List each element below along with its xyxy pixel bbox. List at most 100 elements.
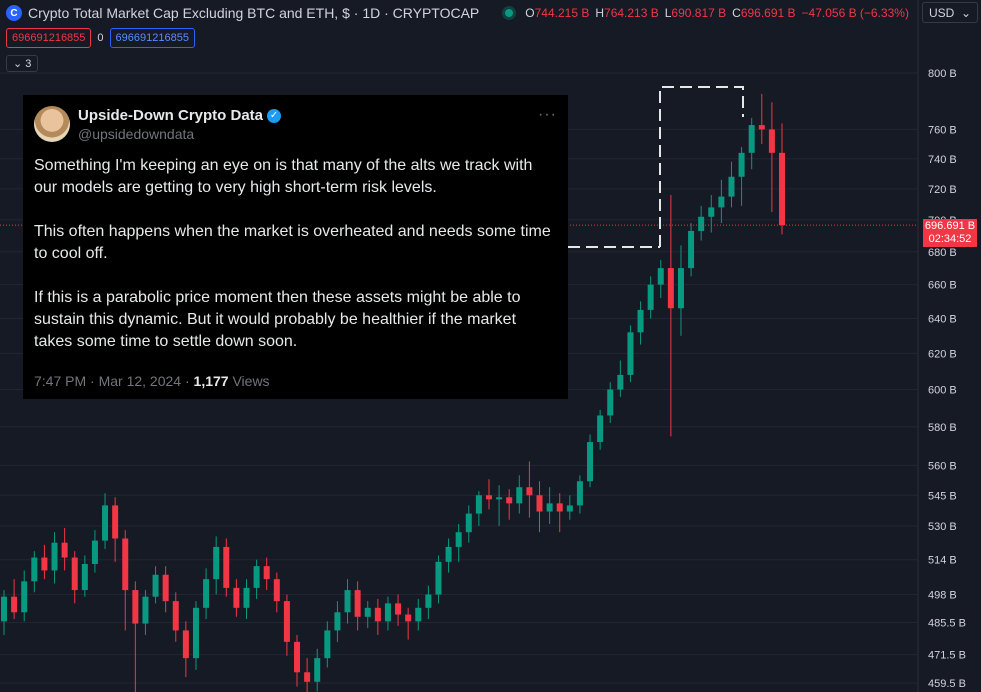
y-tick-label: 740 B bbox=[928, 154, 957, 166]
candle-body bbox=[566, 505, 573, 512]
chevron-down-icon: ⌄ bbox=[13, 58, 23, 70]
candle-body bbox=[273, 579, 280, 602]
candle-body bbox=[536, 495, 543, 512]
candle-body bbox=[31, 557, 38, 582]
candle-body bbox=[283, 601, 290, 642]
tweet-paragraph: This often happens when the market is ov… bbox=[34, 223, 551, 262]
candle-body bbox=[344, 590, 351, 613]
candle-body bbox=[677, 268, 684, 309]
avatar[interactable] bbox=[34, 106, 70, 142]
candle-body bbox=[425, 594, 432, 608]
candle-body bbox=[132, 590, 139, 624]
candle-body bbox=[435, 561, 442, 595]
ohlc-key: C bbox=[732, 6, 741, 20]
tweet-paragraph: Something I'm keeping an eye on is that … bbox=[34, 157, 533, 196]
candle-body bbox=[11, 596, 18, 613]
candle-body bbox=[637, 309, 644, 333]
candle-body bbox=[364, 607, 371, 617]
candle-body bbox=[81, 563, 88, 591]
candle-body bbox=[162, 574, 169, 602]
symbol-title[interactable]: Crypto Total Market Cap Excluding BTC an… bbox=[28, 5, 480, 21]
candle-body bbox=[354, 590, 361, 617]
candle-body bbox=[384, 603, 391, 622]
candle-body bbox=[51, 542, 58, 571]
tweet-timestamp[interactable]: 7:47 PM · Mar 12, 2024 · bbox=[34, 373, 194, 389]
tweet-paragraph: If this is a parabolic price moment then… bbox=[34, 289, 521, 350]
y-tick-label: 600 B bbox=[928, 384, 957, 396]
tweet-card[interactable]: Upside-Down Crypto Data ✓ @upsidedowndat… bbox=[23, 95, 568, 399]
candle-body bbox=[779, 152, 785, 226]
indicator-values: 696691216855 0 696691216855 bbox=[6, 28, 195, 48]
y-tick-label: 471.5 B bbox=[928, 650, 966, 662]
ohlc-key: L bbox=[664, 6, 672, 20]
candle-body bbox=[324, 630, 331, 659]
candle-body bbox=[556, 503, 563, 512]
candle-body bbox=[718, 196, 725, 208]
indicator-value-red: 696691216855 bbox=[6, 28, 92, 48]
y-tick-label: 620 B bbox=[928, 348, 957, 360]
market-open-dot-icon bbox=[505, 9, 514, 17]
candle-body bbox=[708, 207, 715, 217]
y-tick-label: 530 B bbox=[928, 521, 957, 533]
candle-body bbox=[334, 612, 341, 631]
more-options-icon[interactable]: ··· bbox=[538, 106, 557, 123]
bar-countdown: 02:34:52 bbox=[928, 233, 972, 245]
candle-body bbox=[688, 230, 695, 269]
candle-body bbox=[112, 505, 119, 539]
ohlc-value: 744.215 B bbox=[534, 6, 590, 20]
last-price: 696.691 B bbox=[924, 220, 976, 232]
y-tick-label: 680 B bbox=[928, 247, 957, 259]
candle-body bbox=[597, 415, 604, 443]
candle-body bbox=[415, 607, 422, 622]
candle-body bbox=[516, 487, 523, 504]
candle-body bbox=[475, 495, 482, 514]
candle-body bbox=[587, 442, 594, 482]
candle-body bbox=[496, 497, 503, 500]
candle-body bbox=[455, 532, 462, 547]
candle-body bbox=[294, 641, 301, 673]
candle-body bbox=[657, 268, 664, 285]
ohlc-value: 764.213 B bbox=[604, 6, 659, 20]
candle-body bbox=[142, 596, 149, 624]
y-tick-label: 720 B bbox=[928, 184, 957, 196]
y-tick-label: 498 B bbox=[928, 589, 957, 601]
candle-body bbox=[506, 497, 513, 504]
candle-body bbox=[728, 176, 735, 197]
candle-body bbox=[91, 540, 98, 564]
candle-body bbox=[768, 129, 775, 153]
currency-select[interactable]: USD ⌄ bbox=[922, 2, 978, 23]
candle-body bbox=[304, 672, 311, 682]
tweet-meta: 7:47 PM · Mar 12, 2024 · 1,177 Views bbox=[34, 373, 557, 389]
currency-label: USD bbox=[929, 5, 955, 20]
candle-body bbox=[203, 579, 210, 608]
chevron-down-icon: ⌄ bbox=[960, 5, 971, 20]
y-tick-label: 514 B bbox=[928, 555, 957, 567]
candle-body bbox=[102, 505, 109, 541]
y-tick-label: 800 B bbox=[928, 68, 957, 80]
tweet-author-name[interactable]: Upside-Down Crypto Data bbox=[78, 107, 264, 124]
candle-body bbox=[627, 332, 634, 375]
candle-body bbox=[667, 268, 674, 309]
candle-body bbox=[122, 538, 129, 591]
candle-body bbox=[41, 557, 48, 571]
candle-body bbox=[182, 630, 189, 659]
candle-body bbox=[314, 658, 321, 682]
candle-body bbox=[576, 481, 583, 506]
candle-body bbox=[374, 607, 381, 622]
y-tick-label: 560 B bbox=[928, 460, 957, 472]
ohlc-key: O bbox=[525, 6, 535, 20]
candle-body bbox=[485, 495, 492, 500]
candle-body bbox=[172, 601, 179, 631]
candle-body bbox=[71, 557, 78, 591]
candle-body bbox=[243, 587, 250, 608]
ohlc-value: 690.817 B bbox=[671, 6, 727, 20]
y-tick-label: 760 B bbox=[928, 124, 957, 136]
collapse-indicators-button[interactable]: ⌄ 3 bbox=[6, 55, 39, 72]
candle-body bbox=[698, 216, 705, 231]
candle-body bbox=[21, 581, 28, 613]
tweet-author-handle[interactable]: @upsidedowndata bbox=[78, 126, 195, 142]
ohlc-key: H bbox=[595, 6, 605, 20]
y-tick-label: 580 B bbox=[928, 422, 957, 434]
candle-body bbox=[465, 513, 472, 533]
candle-body bbox=[758, 125, 765, 130]
